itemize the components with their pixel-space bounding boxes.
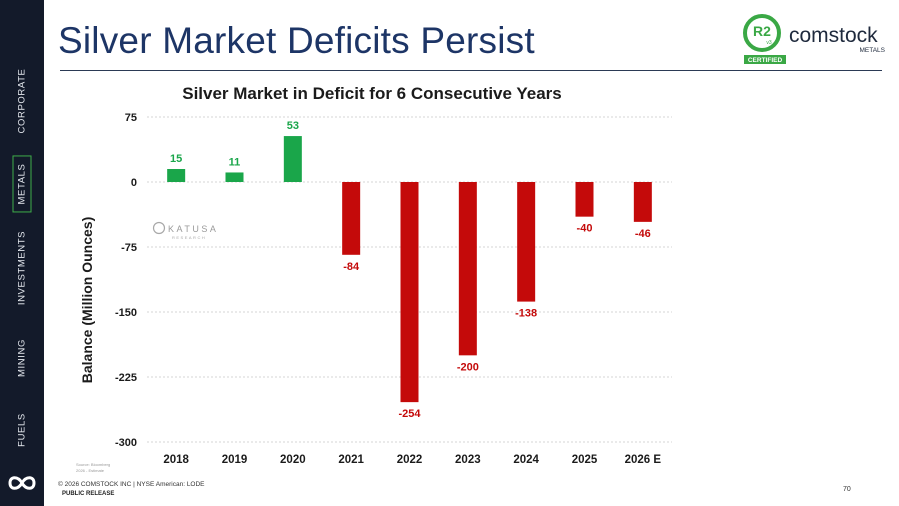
y-tick-label: 0 [131, 177, 137, 189]
y-tick-label: -225 [115, 372, 137, 384]
certified-banner [744, 55, 786, 64]
y-tick-label: -300 [115, 437, 137, 449]
katusa-watermark: KATUSA RESEARCH [152, 221, 218, 240]
x-tick-label: 2023 [455, 454, 481, 466]
nav-item-metals[interactable]: METALS [12, 155, 32, 213]
bar-2023 [458, 182, 477, 356]
nav-item-corporate[interactable]: CORPORATE [16, 68, 28, 134]
x-tick-label: 2019 [222, 454, 248, 466]
infinity-icon [8, 476, 36, 490]
nav-item-fuels[interactable]: FUELS [16, 413, 28, 447]
x-tick-label: 2022 [397, 454, 423, 466]
y-tick-label: -75 [121, 242, 137, 254]
certified-text: CERTIFIED [748, 57, 783, 64]
side-nav: CORPORATE METALS INVESTMENTS MINING FUEL… [0, 0, 44, 506]
nav-item-investments[interactable]: INVESTMENTS [16, 230, 28, 306]
bar-2024 [517, 182, 536, 302]
x-tick-label: 2026 E [625, 454, 662, 466]
bar-2019 [225, 172, 244, 182]
y-axis-label: Balance (Million Ounces) [79, 217, 95, 383]
header-divider [60, 70, 882, 71]
comstock-logo: R2 v3 CERTIFIED comstock METALS [743, 14, 886, 64]
nav-item-mining[interactable]: MINING [16, 339, 28, 377]
x-tick-label: 2025 [572, 454, 598, 466]
watermark-sub: RESEARCH [172, 235, 206, 240]
bar-2020 [283, 136, 302, 182]
bar-2025 [575, 182, 594, 217]
y-tick-label: -150 [115, 307, 137, 319]
page-number: 70 [843, 486, 851, 493]
page-title: Silver Market Deficits Persist [58, 20, 535, 61]
x-tick-label: 2021 [338, 454, 364, 466]
data-label: -84 [343, 261, 360, 273]
x-tick-label: 2018 [163, 454, 189, 466]
r2-badge-ring [743, 14, 781, 52]
data-label: -46 [635, 228, 651, 240]
bar-2018 [167, 169, 186, 182]
source-note-line2: 2026 - Estimate [76, 468, 105, 473]
data-label: 11 [229, 156, 241, 168]
data-label: -200 [457, 361, 479, 373]
r2-badge-text: R2 [753, 23, 771, 39]
logo-brand: comstock [789, 24, 878, 47]
data-label: -138 [515, 308, 537, 320]
copyright-text: © 2026 COMSTOCK INC | NYSE American: LOD… [58, 481, 205, 488]
bar-2022 [400, 182, 419, 403]
silver-balance-chart: Silver Market in Deficit for 6 Consecuti… [72, 74, 682, 474]
r2-badge-sub: v3 [766, 40, 772, 46]
source-note-line1: Source: Bloomberg [76, 462, 110, 467]
logo-sub: METALS [859, 47, 885, 54]
chart-title: Silver Market in Deficit for 6 Consecuti… [182, 84, 562, 103]
lightbulb-icon [152, 221, 166, 235]
release-label: PUBLIC RELEASE [62, 491, 115, 497]
bar-2021 [342, 182, 361, 255]
y-tick-label: 75 [125, 112, 137, 124]
watermark-text: KATUSA [168, 224, 218, 234]
data-label: 53 [287, 120, 299, 132]
x-tick-label: 2020 [280, 454, 306, 466]
bar-2026-e [633, 182, 652, 222]
chart-background [72, 74, 682, 474]
data-label: 15 [170, 153, 182, 165]
data-label: -40 [577, 223, 593, 235]
data-label: -254 [398, 408, 421, 420]
x-tick-label: 2024 [513, 454, 539, 466]
